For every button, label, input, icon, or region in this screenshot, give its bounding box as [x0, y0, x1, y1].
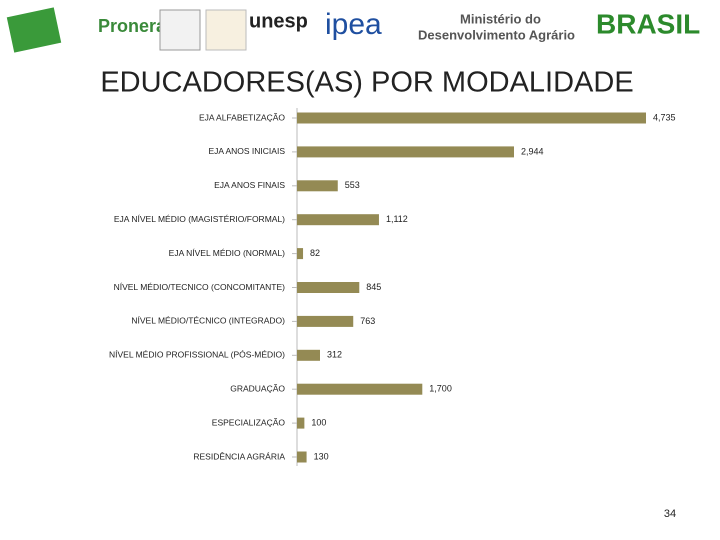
category-label: NÍVEL MÉDIO PROFISSIONAL (PÓS-MÉDIO) — [109, 350, 285, 360]
bar — [297, 180, 338, 192]
value-label: 553 — [345, 180, 360, 190]
chart-title: EDUCADORES(AS) POR MODALIDADE — [100, 67, 633, 99]
category-label: EJA NÍVEL MÉDIO (NORMAL) — [169, 248, 286, 258]
bar — [297, 282, 360, 293]
logo-text: Pronera — [98, 16, 167, 36]
value-label: 845 — [366, 282, 381, 292]
bar — [297, 112, 646, 124]
logo-text: Desenvolvimento Agrário — [418, 27, 575, 42]
bar — [297, 417, 305, 429]
value-label: 82 — [310, 248, 320, 258]
value-label: 100 — [311, 417, 326, 427]
bar — [297, 383, 423, 395]
logo-text: ipea — [325, 8, 382, 41]
category-label: EJA NÍVEL MÉDIO (MAGISTÉRIO/FORMAL) — [114, 214, 285, 224]
logo-text: Ministério do — [460, 11, 541, 26]
category-label: GRADUAÇÃO — [230, 383, 285, 393]
category-label: NÍVEL MÉDIO/TECNICO (CONCOMITANTE) — [114, 282, 286, 292]
category-label: EJA ANOS FINAIS — [214, 180, 285, 190]
bar — [297, 349, 320, 361]
bar — [297, 248, 304, 260]
logo-text: BRASIL — [596, 8, 700, 39]
logo-unesco — [159, 9, 201, 51]
logo-bar: Pronera unesp ipea Ministério do Desenvo… — [6, 7, 700, 53]
value-label: 763 — [360, 316, 375, 326]
bar — [297, 214, 379, 226]
value-label: 312 — [327, 350, 342, 360]
bar — [297, 146, 514, 158]
logo-unitau — [205, 9, 247, 51]
value-label: 1,112 — [386, 214, 408, 224]
logo-incra — [6, 7, 62, 53]
value-label: 4,735 — [653, 112, 676, 122]
page-number: 34 — [664, 508, 676, 520]
category-label: EJA ANOS INICIAIS — [208, 146, 285, 156]
bar — [297, 315, 354, 327]
value-label: 130 — [314, 451, 329, 461]
category-label: RESIDÊNCIA AGRÁRIA — [193, 451, 285, 461]
logo-text: unesp — [249, 10, 308, 32]
category-label: NÍVEL MÉDIO/TÉCNICO (INTEGRADO) — [131, 316, 285, 326]
category-label: ESPECIALIZAÇÃO — [212, 417, 286, 427]
value-label: 1,700 — [429, 384, 452, 394]
category-label: EJA ALFABETIZAÇÃO — [199, 112, 285, 122]
value-label: 2,944 — [521, 146, 544, 156]
bar — [297, 451, 307, 463]
